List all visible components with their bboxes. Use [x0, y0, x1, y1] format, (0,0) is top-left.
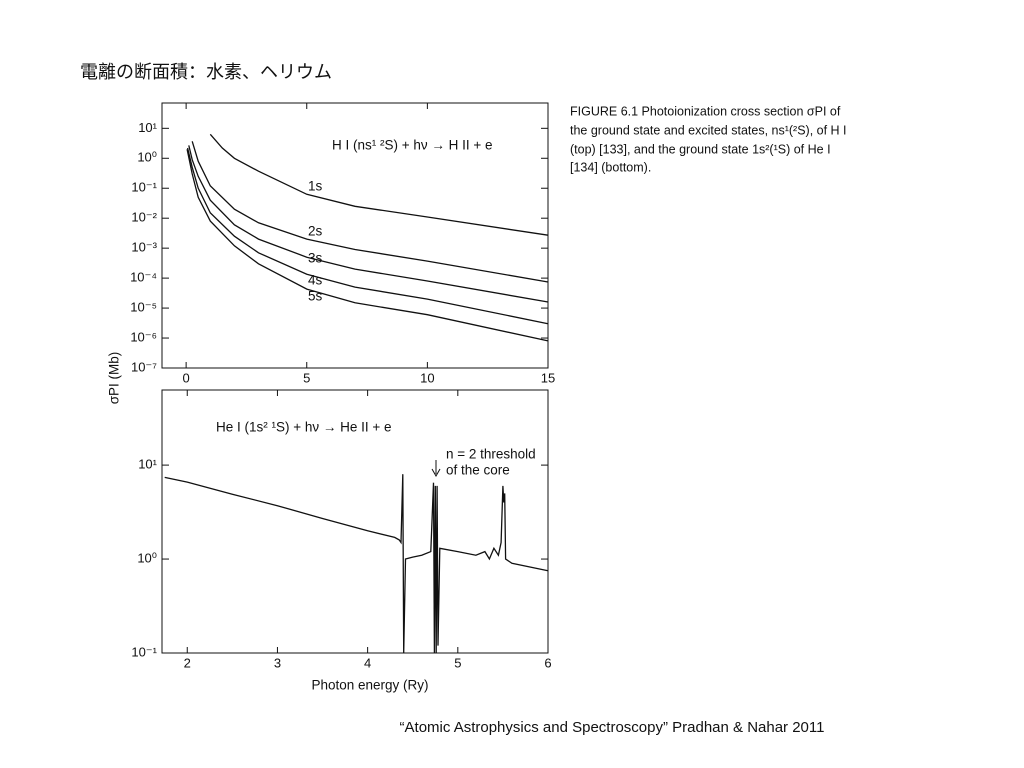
y-tick-label: 10⁻¹ [131, 644, 157, 659]
x-tick-label: 15 [541, 370, 555, 385]
y-tick-label: 10⁻⁶ [130, 329, 157, 344]
x-tick-label: 5 [454, 655, 461, 670]
x-tick-label: 3 [274, 655, 281, 670]
annotation: He I (1s² ¹S) + hν → He II + e [216, 420, 392, 435]
series-label: 1s [308, 179, 323, 194]
annotation: n = 2 threshold [446, 447, 536, 462]
y-tick-label: 10⁻⁷ [131, 359, 157, 374]
x-tick-label: 0 [183, 370, 190, 385]
y-tick-label: 10¹ [138, 120, 157, 135]
x-tick-label: 2 [184, 655, 191, 670]
series-line [209, 133, 549, 236]
arrow-head [431, 468, 441, 478]
annotation: H I (ns¹ ²S) + hν → H II + e [332, 138, 493, 153]
citation: “Atomic Astrophysics and Spectroscopy” P… [400, 719, 825, 736]
series-line [186, 147, 549, 325]
y-tick-label: 10¹ [138, 457, 157, 472]
series-label: 3s [308, 251, 323, 266]
x-axis-label: Photon energy (Ry) [311, 678, 428, 693]
x-tick-label: 6 [544, 655, 551, 670]
caption-line: (top) [133], and the ground state 1s²(¹S… [570, 142, 831, 156]
plot-frame [161, 389, 549, 654]
slide-title: 電離の断面積：水素、ヘリウム [80, 62, 332, 82]
y-tick-label: 10⁻¹ [131, 180, 157, 195]
series-line [164, 474, 549, 654]
caption-line: FIGURE 6.1 Photoionization cross section… [570, 104, 841, 118]
y-tick-label: 10⁻⁵ [130, 300, 157, 315]
caption-line: the ground state and excited states, ns¹… [570, 123, 847, 137]
y-tick-label: 10⁻² [131, 210, 157, 225]
series-line [186, 149, 549, 342]
series-label: 2s [308, 224, 323, 239]
x-tick-label: 10 [420, 370, 434, 385]
series-line [188, 145, 549, 303]
y-axis-label: σPI (Mb) [107, 352, 122, 405]
x-tick-label: 4 [364, 655, 371, 670]
x-tick-label: 5 [303, 370, 310, 385]
y-tick-label: 10⁰ [137, 150, 157, 165]
series-label: 4s [308, 273, 323, 288]
series-line [191, 141, 549, 283]
series-label: 5s [308, 289, 323, 304]
y-tick-label: 10⁻³ [131, 240, 157, 255]
y-tick-label: 10⁻⁴ [130, 270, 157, 285]
plot-frame [161, 102, 549, 369]
caption-line: [134] (bottom). [570, 160, 651, 174]
annotation: of the core [446, 463, 510, 478]
y-tick-label: 10⁰ [137, 550, 157, 565]
